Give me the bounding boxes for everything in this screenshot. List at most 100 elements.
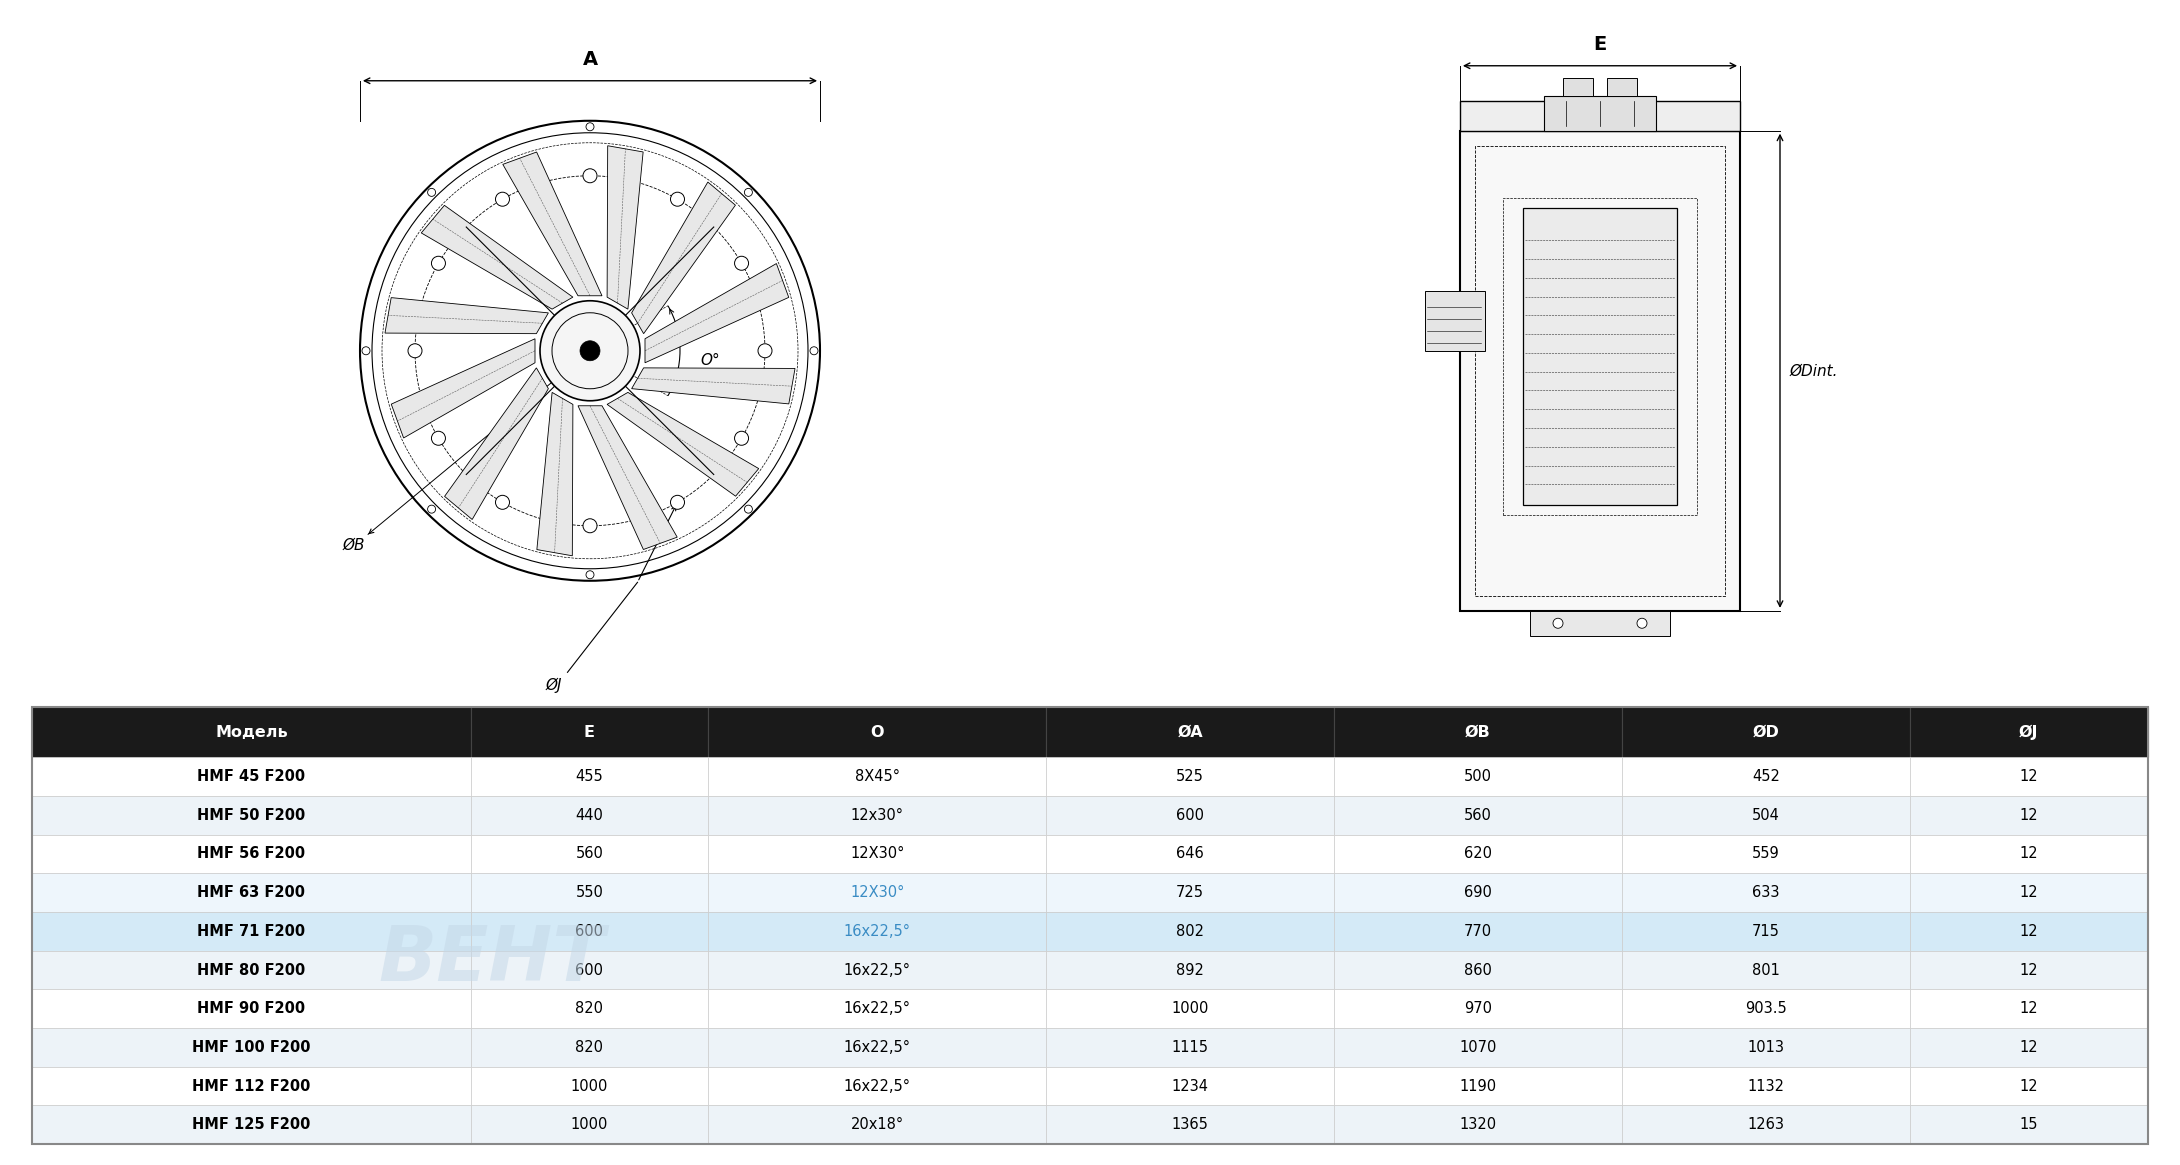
Polygon shape [632,368,796,404]
Text: 20x18°: 20x18° [850,1117,905,1132]
Bar [1046,1028,1334,1067]
Text: 550: 550 [576,885,604,901]
Text: 560: 560 [576,847,604,861]
Bar [33,912,471,951]
Bar [1910,912,2147,951]
Bar [1910,1028,2147,1067]
Bar [1622,1067,1910,1106]
Text: 770: 770 [1465,924,1491,939]
Bar [1622,834,1910,874]
Text: 452: 452 [1753,769,1779,784]
Bar [708,1028,1046,1067]
Polygon shape [504,151,602,296]
Bar [708,796,1046,834]
Bar [471,834,708,874]
Text: 1263: 1263 [1748,1117,1783,1132]
Bar [1524,207,1676,506]
Text: 690: 690 [1465,885,1491,901]
Text: O: O [870,725,885,740]
Bar [1334,951,1622,989]
Circle shape [811,347,818,355]
Text: 12: 12 [2019,769,2038,784]
Text: Модель: Модель [216,725,288,740]
Text: ØJ: ØJ [545,677,562,693]
Text: 1115: 1115 [1171,1040,1208,1055]
Bar [1910,951,2147,989]
Text: 820: 820 [576,1040,604,1055]
Circle shape [671,192,685,206]
Text: HMF 63 F200: HMF 63 F200 [198,885,305,901]
Polygon shape [606,393,759,496]
Bar [708,707,1046,757]
Text: 12: 12 [2019,924,2038,939]
Circle shape [582,518,597,532]
Bar [1563,78,1594,96]
Text: ВЕНТ: ВЕНТ [379,923,606,997]
Bar [33,796,471,834]
Text: 802: 802 [1177,924,1203,939]
Text: ØD: ØD [1753,725,1779,740]
Bar [1622,874,1910,912]
Bar [1046,796,1334,834]
Bar [1334,1106,1622,1144]
Circle shape [495,192,510,206]
Text: 12: 12 [2019,1001,2038,1016]
Bar [1622,707,1910,757]
Text: ØB: ØB [1465,725,1491,740]
Bar [1046,757,1334,796]
Bar [1046,874,1334,912]
Text: 15: 15 [2019,1117,2038,1132]
Text: 560: 560 [1465,807,1491,822]
Bar [1607,78,1637,96]
Text: HMF 90 F200: HMF 90 F200 [198,1001,305,1016]
Circle shape [362,347,371,355]
Bar [471,757,708,796]
Text: 646: 646 [1177,847,1203,861]
Text: 1234: 1234 [1171,1079,1208,1094]
Bar [1046,989,1334,1028]
Text: 820: 820 [576,1001,604,1016]
Polygon shape [386,297,549,333]
Bar [708,951,1046,989]
Text: 12x30°: 12x30° [850,807,905,822]
Bar [1910,796,2147,834]
Text: 12: 12 [2019,1040,2038,1055]
Text: O°: O° [700,353,719,368]
Bar [1502,198,1696,515]
Text: 16x22,5°: 16x22,5° [844,924,911,939]
Bar [1622,951,1910,989]
Circle shape [759,344,772,358]
Circle shape [432,256,445,270]
Text: E: E [1594,35,1607,54]
Bar [471,912,708,951]
Circle shape [427,506,436,513]
Text: 12: 12 [2019,807,2038,822]
Bar [1622,757,1910,796]
Polygon shape [606,146,643,309]
Text: 1013: 1013 [1748,1040,1783,1055]
Text: 892: 892 [1177,962,1203,977]
Text: 801: 801 [1753,962,1779,977]
Bar [1476,146,1724,595]
Circle shape [1552,619,1563,628]
Bar [33,874,471,912]
Text: HMF 56 F200: HMF 56 F200 [198,847,305,861]
Bar [708,1067,1046,1106]
Text: 1000: 1000 [1171,1001,1208,1016]
Text: 633: 633 [1753,885,1779,901]
Polygon shape [445,368,549,520]
Text: 600: 600 [576,962,604,977]
Circle shape [586,571,593,579]
Text: 16x22,5°: 16x22,5° [844,1001,911,1016]
Bar [1046,912,1334,951]
Bar [33,1028,471,1067]
Bar [1622,912,1910,951]
Circle shape [743,189,752,197]
Text: 12X30°: 12X30° [850,885,905,901]
Text: 500: 500 [1465,769,1491,784]
Bar [1461,100,1740,130]
Bar [33,1106,471,1144]
Text: 903.5: 903.5 [1744,1001,1788,1016]
Text: E: E [584,725,595,740]
Text: 600: 600 [576,924,604,939]
